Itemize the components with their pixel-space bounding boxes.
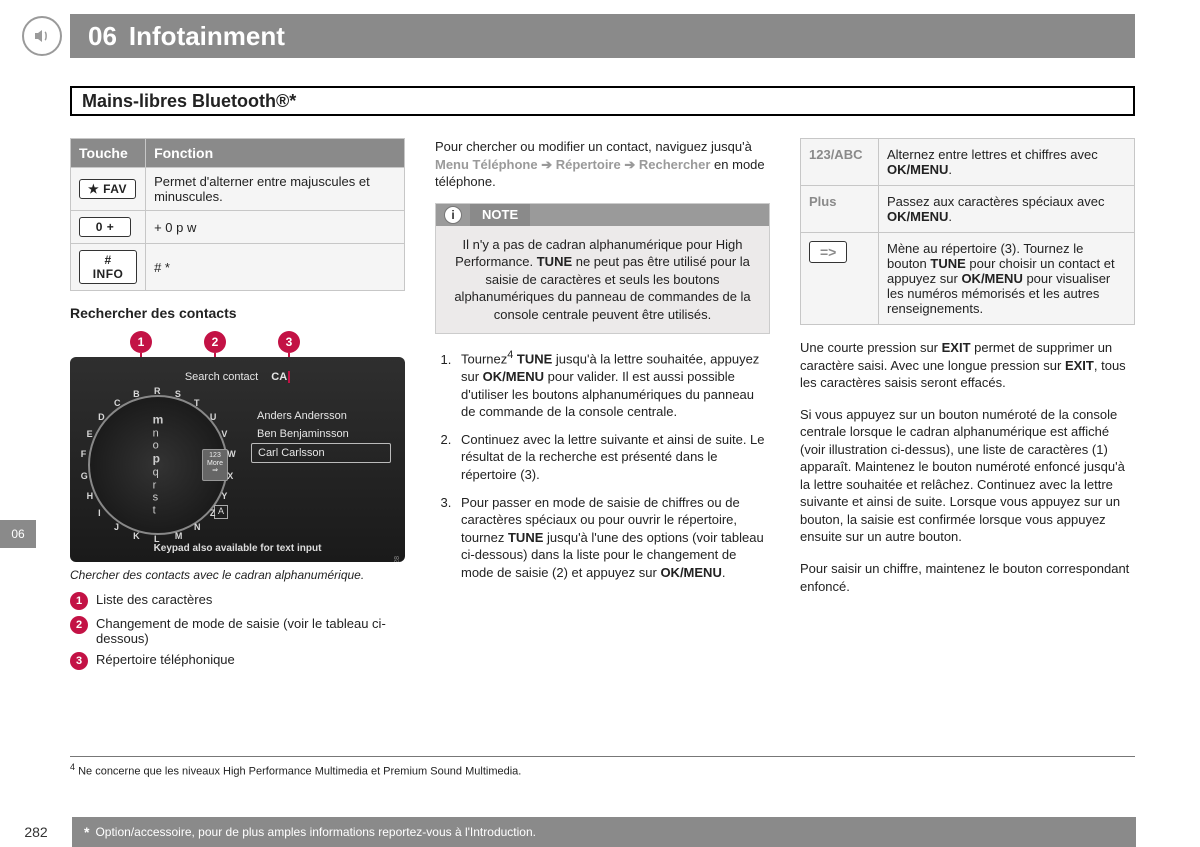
display-bottom-text: Keypad also available for text input xyxy=(70,543,405,554)
mode-desc: Mène au répertoire (3). Tournez le bouto… xyxy=(879,233,1135,325)
legend-text: Liste des caractères xyxy=(96,592,212,607)
column-3: 123/ABC Alternez entre lettres et chiffr… xyxy=(800,138,1135,748)
button-paragraph: Si vous appuyez sur un bouton numéroté d… xyxy=(800,406,1135,546)
contact-list: Anders Andersson Ben Benjaminsson Carl C… xyxy=(251,407,391,463)
speaker-icon xyxy=(22,16,62,56)
mode-key: => xyxy=(801,233,879,325)
table-row: ★ FAV Permet d'alterner entre majuscules… xyxy=(71,168,405,211)
info-icon: i xyxy=(444,206,462,224)
fn-cell: + 0 p w xyxy=(146,211,405,244)
step-1: Tournez4 TUNE jusqu'à la lettre souhaité… xyxy=(455,348,770,421)
mode-desc: Passez aux caractères spéciaux avec OK/M… xyxy=(879,186,1135,233)
note-body: Il n'y a pas de cadran alphanumérique po… xyxy=(436,226,769,334)
mode-table: 123/ABC Alternez entre lettres et chiffr… xyxy=(800,138,1135,325)
digit-paragraph: Pour saisir un chiffre, maintenez le bou… xyxy=(800,560,1135,595)
mode-key: 123/ABC xyxy=(801,139,879,186)
side-tab: 06 xyxy=(0,520,36,548)
key-button: # INFO xyxy=(79,250,137,284)
note-label: NOTE xyxy=(470,204,530,226)
th-fonction: Fonction xyxy=(146,139,405,168)
page-footer: 282 * Option/accessoire, pour de plus am… xyxy=(0,817,1200,847)
subheading-search: Rechercher des contacts xyxy=(70,305,405,321)
legend-text: Répertoire téléphonique xyxy=(96,652,235,667)
page-number: 282 xyxy=(0,817,72,847)
key-button: ★ FAV xyxy=(79,179,136,199)
footer-text: Option/accessoire, pour de plus amples i… xyxy=(95,825,536,839)
column-2: Pour chercher ou modifier un contact, na… xyxy=(435,138,770,748)
touche-fonction-table: Touche Fonction ★ FAV Permet d'alterner … xyxy=(70,138,405,291)
callout-1: 1 xyxy=(130,331,152,353)
key-button: 0 + xyxy=(79,217,131,237)
step-3: Pour passer en mode de saisie de chiffre… xyxy=(455,494,770,582)
contact-item: Ben Benjaminsson xyxy=(251,425,391,443)
dial-outer-letters: RSTUVWXYZNMLKJIHGFEDCB xyxy=(80,385,236,541)
illustration-code: G046428 xyxy=(394,556,401,562)
content-area: Touche Fonction ★ FAV Permet d'alterner … xyxy=(70,138,1135,748)
steps-list: Tournez4 TUNE jusqu'à la lettre souhaité… xyxy=(435,348,770,581)
step-2: Continuez avec la lettre suivante et ain… xyxy=(455,431,770,484)
illustration-caption: Chercher des contacts avec le cadran alp… xyxy=(70,568,405,582)
chapter-header: 06 Infotainment xyxy=(70,14,1135,58)
mode-key: Plus xyxy=(801,186,879,233)
arrow-button: => xyxy=(809,241,847,263)
table-row: 0 + + 0 p w xyxy=(71,211,405,244)
table-row: => Mène au répertoire (3). Tournez le bo… xyxy=(801,233,1135,325)
table-row: 123/ABC Alternez entre lettres et chiffr… xyxy=(801,139,1135,186)
display-top-text: Search contact xyxy=(185,371,258,383)
chapter-number: 06 xyxy=(88,21,117,52)
fn-cell: Permet d'alterner entre majuscules et mi… xyxy=(146,168,405,211)
column-1: Touche Fonction ★ FAV Permet d'alterner … xyxy=(70,138,405,748)
legend-text: Changement de mode de saisie (voir le ta… xyxy=(96,616,405,646)
intro-paragraph: Pour chercher ou modifier un contact, na… xyxy=(435,138,770,191)
footnote-separator xyxy=(70,756,1135,757)
chapter-title: Infotainment xyxy=(129,21,285,52)
section-title: Mains-libres Bluetooth®* xyxy=(70,86,1135,116)
display-top-right: CA xyxy=(271,371,287,383)
exit-paragraph: Une courte pression sur EXIT permet de s… xyxy=(800,339,1135,392)
footnote: 4 Ne concerne que les niveaux High Perfo… xyxy=(70,762,1135,778)
contact-item-selected: Carl Carlsson xyxy=(251,443,391,463)
mode-desc: Alternez entre lettres et chiffres avec … xyxy=(879,139,1135,186)
contact-item: Anders Andersson xyxy=(251,407,391,425)
infotainment-display: Search contact CA m n o p q r s t xyxy=(70,357,405,562)
display-illustration: 1 2 3 Search contact CA m n o p xyxy=(70,327,405,562)
footer-bar: * Option/accessoire, pour de plus amples… xyxy=(72,817,1136,847)
fn-cell: # * xyxy=(146,244,405,291)
callout-2: 2 xyxy=(204,331,226,353)
callout-3: 3 xyxy=(278,331,300,353)
note-box: i NOTE Il n'y a pas de cadran alphanumér… xyxy=(435,203,770,335)
th-touche: Touche xyxy=(71,139,146,168)
callout-legend: 1Liste des caractères 2Changement de mod… xyxy=(70,592,405,670)
table-row: Plus Passez aux caractères spéciaux avec… xyxy=(801,186,1135,233)
manual-page: 06 Infotainment Mains-libres Bluetooth®*… xyxy=(0,0,1200,847)
table-row: # INFO # * xyxy=(71,244,405,291)
footnote-star: * xyxy=(84,824,89,840)
